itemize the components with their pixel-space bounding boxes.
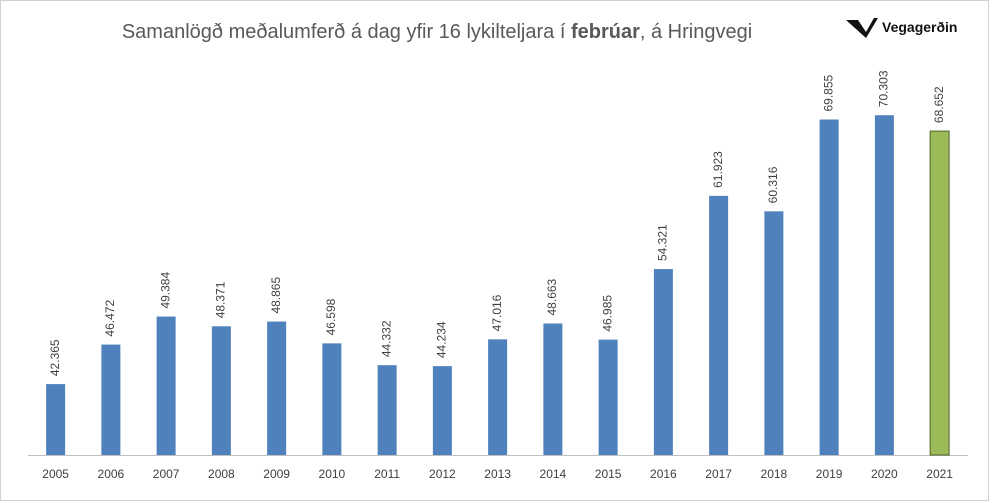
x-tick-label: 2021 xyxy=(926,467,953,481)
x-tick-label: 2011 xyxy=(374,467,400,481)
title-part: Samanlögð meðalumferð á dag yfir 16 lyki… xyxy=(122,21,571,43)
data-label: 61.923 xyxy=(711,151,725,188)
x-tick-label: 2005 xyxy=(42,467,69,481)
x-tick-label: 2010 xyxy=(319,467,346,481)
data-label: 44.332 xyxy=(379,320,393,357)
data-label: 47.016 xyxy=(490,294,504,331)
data-label: 42.365 xyxy=(48,339,62,376)
x-tick-label: 2019 xyxy=(816,467,843,481)
x-tick-label: 2008 xyxy=(208,467,235,481)
x-tick-label: 2009 xyxy=(263,467,290,481)
data-label: 46.472 xyxy=(103,300,117,337)
logo-icon xyxy=(846,18,878,38)
data-label: 48.371 xyxy=(214,281,228,318)
title-part: febrúar xyxy=(571,21,640,43)
x-tick-label: 2006 xyxy=(98,467,125,481)
x-tick-label: 2012 xyxy=(429,467,456,481)
bar xyxy=(377,365,397,455)
title-part: , á Hringvegi xyxy=(640,21,752,43)
bar xyxy=(101,344,121,455)
data-label: 68.652 xyxy=(932,86,946,123)
bar xyxy=(488,339,508,455)
x-tick-label: 2007 xyxy=(153,467,180,481)
bar xyxy=(322,343,342,455)
data-label: 69.855 xyxy=(821,74,835,111)
chart-title: Samanlögð meðalumferð á dag yfir 16 lyki… xyxy=(122,21,752,43)
bar xyxy=(764,211,784,455)
x-tick-label: 2018 xyxy=(761,467,788,481)
bar xyxy=(709,195,729,455)
bar xyxy=(267,321,287,455)
bar xyxy=(156,316,176,455)
bar xyxy=(819,119,839,455)
bar xyxy=(653,269,673,455)
data-label: 60.316 xyxy=(766,166,780,203)
data-label: 48.663 xyxy=(545,278,559,315)
x-tick-label: 2016 xyxy=(650,467,677,481)
x-tick-label: 2020 xyxy=(871,467,898,481)
x-tick-label: 2013 xyxy=(484,467,511,481)
bar xyxy=(874,115,894,456)
data-label: 44.234 xyxy=(435,321,449,358)
x-tick-label: 2015 xyxy=(595,467,622,481)
bar xyxy=(929,130,950,456)
data-label: 46.985 xyxy=(600,295,614,332)
bar xyxy=(598,339,618,455)
x-tick-label: 2014 xyxy=(540,467,567,481)
bar xyxy=(543,323,563,455)
bar xyxy=(211,326,231,455)
logo-text: Vegagerðin xyxy=(882,19,957,35)
bar xyxy=(432,366,452,455)
data-label: 70.303 xyxy=(877,70,891,107)
x-tick-label: 2017 xyxy=(705,467,732,481)
logo: Vegagerðin xyxy=(846,18,957,38)
data-label: 49.384 xyxy=(158,272,172,309)
bar xyxy=(46,384,66,455)
data-label: 46.598 xyxy=(324,298,338,335)
data-label: 48.865 xyxy=(269,277,283,314)
data-label: 54.321 xyxy=(656,224,670,261)
